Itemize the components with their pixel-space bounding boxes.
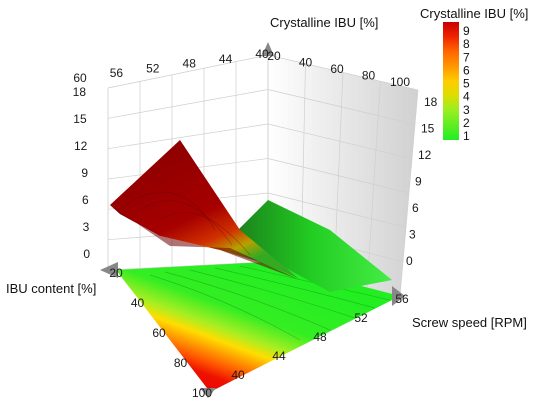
back-y-tick-labels: 60 56 52 48 44 40 [73, 47, 269, 85]
green-flap [230, 200, 392, 292]
x-axis-title: IBU content [%] [6, 281, 96, 296]
y-axis-title: Screw speed [RPM] [412, 315, 527, 330]
z-axis-arrow [262, 42, 274, 56]
z-axis-title: Crystalline IBU [%] [270, 15, 378, 30]
z-left-tick: 15 [73, 112, 87, 126]
floor-x-tick: 20 [109, 266, 123, 280]
back-x-tick: 20 [267, 49, 281, 63]
ridge-front [110, 205, 300, 280]
legend-tick: 6 [463, 63, 470, 77]
back-y-tick: 60 [73, 71, 87, 85]
x-axis-arrow [100, 262, 118, 278]
back-x-tick: 80 [362, 69, 376, 83]
back-y-tick: 56 [110, 66, 124, 80]
floor-y-tick: 48 [313, 330, 327, 344]
legend-title: Crystalline IBU [%] [420, 6, 528, 21]
z-right-tick: 18 [424, 95, 438, 109]
legend-color-bar [443, 22, 459, 140]
back-y-tick: 52 [146, 61, 160, 75]
z-right-tick-labels: 18 15 12 9 6 3 0 [406, 95, 438, 268]
floor-surface [116, 262, 400, 392]
z-right-tick: 6 [412, 201, 419, 215]
legend-tick: 9 [463, 24, 470, 38]
z-right-tick: 9 [415, 175, 422, 189]
legend-tick: 4 [463, 90, 470, 104]
legend-tick: 1 [463, 129, 470, 143]
z-left-tick: 12 [74, 139, 88, 153]
z-left-tick: 3 [83, 220, 90, 234]
floor-y-tick: 52 [354, 311, 368, 325]
ridge-contours [124, 191, 251, 256]
floor-y-tick: 40 [231, 368, 245, 382]
back-x-tick-labels: 20 40 60 80 100 [267, 49, 410, 89]
z-left-tick: 6 [82, 193, 89, 207]
z-left-tick: 18 [73, 85, 87, 99]
z-right-tick: 0 [406, 254, 413, 268]
legend-tick: 5 [463, 77, 470, 91]
back-y-tick: 48 [183, 57, 197, 71]
floor-x-tick: 100 [192, 386, 212, 400]
legend-tick: 3 [463, 103, 470, 117]
z-right-tick: 15 [421, 122, 435, 136]
legend-tick: 7 [463, 50, 470, 64]
floor-x-tick: 40 [131, 296, 145, 310]
back-x-tick: 40 [299, 56, 313, 70]
floor-contours [149, 265, 391, 341]
floor-y-tick: 56 [395, 292, 409, 306]
legend-tick: 2 [463, 116, 470, 130]
floor-y-tick-labels: 56 52 48 44 40 [231, 292, 409, 382]
back-x-tick: 100 [390, 75, 410, 89]
floor-x-tick: 80 [174, 356, 188, 370]
floor-x-tick-labels: 20 40 60 80 100 [109, 266, 212, 400]
z-left-tick: 9 [81, 166, 88, 180]
back-y-tick: 44 [219, 52, 233, 66]
legend-tick: 8 [463, 37, 470, 51]
bottom-arrow [200, 388, 216, 398]
floor-y-tick: 44 [272, 349, 286, 363]
y-axis-arrow [392, 286, 405, 306]
z-right-tick: 3 [409, 228, 416, 242]
z-left-tick: 0 [83, 247, 90, 261]
z-right-tick: 12 [418, 148, 432, 162]
back-y-tick: 40 [255, 47, 269, 61]
back-x-tick: 60 [330, 62, 344, 76]
ridge-surface [110, 140, 298, 278]
z-left-tick-labels: 18 15 12 9 6 3 0 [73, 85, 91, 261]
floor-x-tick: 60 [152, 326, 166, 340]
